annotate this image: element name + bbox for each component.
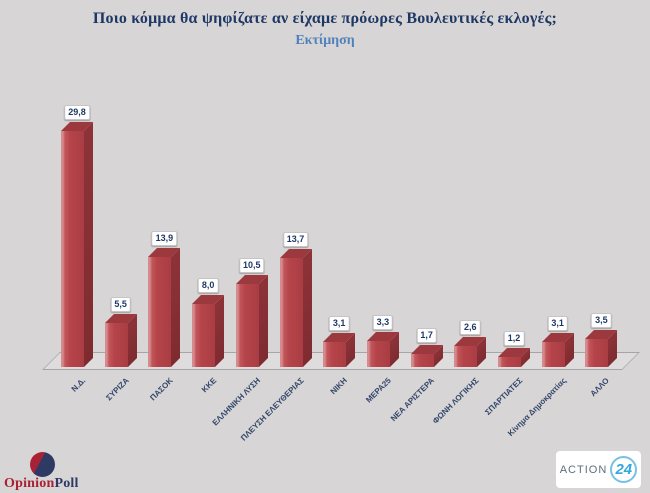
bar <box>323 342 347 367</box>
x-axis-label: ΑΛΛΟ <box>589 376 612 399</box>
x-axis-label: Ν.Δ. <box>69 376 87 394</box>
bar <box>498 357 521 367</box>
action24-circle-icon: 24 <box>610 456 638 483</box>
bar-side-face <box>302 249 312 367</box>
bar <box>454 346 478 367</box>
bar <box>148 256 172 367</box>
x-axis-label: ΣΥΡΙΖΑ <box>104 376 131 403</box>
bar-value-label: 3,1 <box>328 316 350 332</box>
x-axis-label: ΝΙΚΗ <box>328 376 350 397</box>
bar <box>541 342 565 367</box>
bar-value-label: 13,9 <box>151 230 178 246</box>
bar-value-label: 3,3 <box>372 314 394 330</box>
bar <box>61 130 84 367</box>
bar-value-label: 3,5 <box>591 313 612 329</box>
x-axis-label: ΠΑΣΟΚ <box>147 376 175 403</box>
action24-number: 24 <box>615 461 633 478</box>
bar-value-label: 3,1 <box>547 316 568 332</box>
bar <box>235 283 259 367</box>
bar-side-face <box>84 121 93 367</box>
opinion-poll-wordmark: OpinionPoll <box>4 476 114 492</box>
bar <box>192 303 216 367</box>
bar-value-label: 13,7 <box>282 232 309 248</box>
action24-logo: ACTION 24 <box>556 451 641 488</box>
page-subtitle: Εκτίμηση <box>295 33 355 48</box>
bar-value-label: 29,8 <box>64 104 90 120</box>
bar-value-label: 1,7 <box>416 327 437 343</box>
bar-value-label: 1,2 <box>503 331 525 347</box>
bar <box>410 353 434 367</box>
x-axis-label: ΦΩΝΗ ΛΟΓΙΚΗΣ <box>430 376 481 426</box>
opinion-poll-circle-icon <box>30 452 55 477</box>
bar-side-face <box>258 274 268 367</box>
bar-value-label: 2,6 <box>460 320 481 336</box>
bar <box>366 340 390 367</box>
bar <box>585 339 609 367</box>
bar-side-face <box>127 314 137 367</box>
x-axis-label: ΝΕΑ ΑΡΙΣΤΕΡΑ <box>389 376 437 424</box>
bar <box>279 258 303 367</box>
page-title: Ποιο κόμμα θα ψηφίζατε αν είχαμε πρόωρες… <box>92 10 558 27</box>
bar-value-label: 10,5 <box>239 257 265 273</box>
x-axis-label: ΜΕΡΑ25 <box>364 376 393 405</box>
bar-side-face <box>215 294 225 367</box>
opinion-poll-word-opinion: Opinion <box>4 476 55 491</box>
opinion-poll-word-poll: Poll <box>54 476 79 491</box>
x-axis-label: ΣΠΑΡΤΙΑΤΕΣ <box>482 376 524 417</box>
bar-chart: 29,8 5,5 13,9 8,0 10,5 13,7 3,1 3,3 1,7 2,6 1,2 3,1… <box>42 104 640 443</box>
bar-value-label: 8,0 <box>197 277 219 293</box>
bar-value-label: 5,5 <box>110 297 131 313</box>
x-axis-label: ΚΚΕ <box>199 376 218 395</box>
bar <box>104 323 128 367</box>
action24-wordmark: ACTION <box>559 463 608 476</box>
opinion-poll-logo: OpinionPoll <box>4 450 114 492</box>
bar-side-face <box>171 247 181 367</box>
